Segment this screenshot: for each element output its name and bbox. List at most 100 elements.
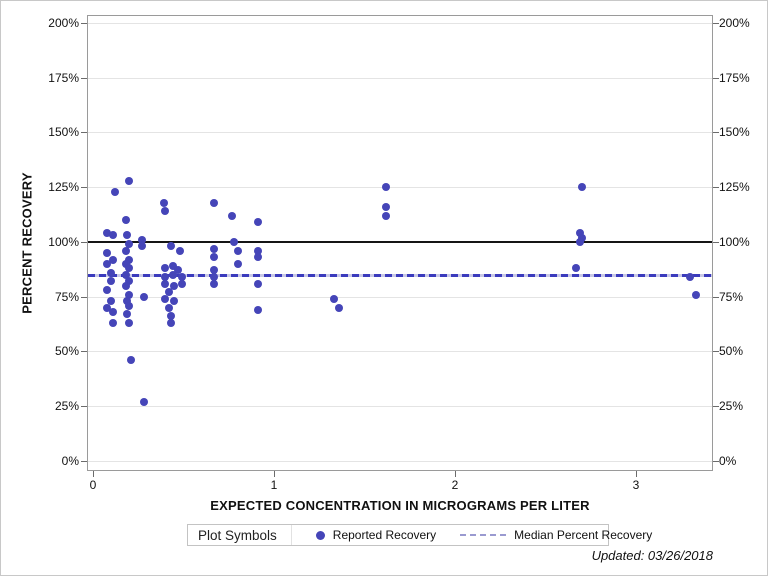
data-point bbox=[125, 277, 134, 286]
legend: Plot Symbols Reported Recovery Median Pe… bbox=[187, 524, 652, 546]
data-point bbox=[103, 303, 112, 312]
y-axis-title: PERCENT RECOVERY bbox=[19, 172, 35, 314]
y-tick-right bbox=[713, 242, 719, 243]
y-tick-left bbox=[81, 297, 87, 298]
data-point bbox=[575, 237, 584, 246]
data-point bbox=[123, 297, 132, 306]
y-tick-label: 200% bbox=[48, 16, 79, 30]
data-point bbox=[121, 281, 130, 290]
data-point bbox=[161, 273, 170, 282]
data-point bbox=[166, 242, 175, 251]
data-point bbox=[139, 397, 148, 406]
data-point bbox=[210, 198, 219, 207]
data-point bbox=[103, 229, 112, 238]
data-point bbox=[137, 235, 146, 244]
data-point bbox=[166, 312, 175, 321]
y-gridline bbox=[88, 297, 712, 298]
data-point bbox=[168, 270, 177, 279]
x-tick-label: 3 bbox=[632, 478, 640, 492]
x-tick-label: 2 bbox=[451, 478, 459, 492]
y-tick-right bbox=[713, 78, 719, 79]
data-point bbox=[175, 246, 184, 255]
data-point bbox=[166, 319, 175, 328]
data-point bbox=[159, 198, 168, 207]
x-tick-label: 0 bbox=[89, 478, 97, 492]
y-tick-left bbox=[81, 132, 87, 133]
x-tick bbox=[636, 471, 637, 477]
data-point bbox=[108, 319, 117, 328]
y-gridline bbox=[88, 406, 712, 407]
data-point bbox=[575, 229, 584, 238]
y-tick-label: 75% bbox=[54, 290, 79, 304]
data-point bbox=[572, 264, 581, 273]
y-tick-left bbox=[81, 351, 87, 352]
scatter-marker-icon bbox=[315, 530, 325, 540]
y-tick-left bbox=[81, 187, 87, 188]
legend-item-label: Reported Recovery bbox=[332, 528, 437, 542]
data-point bbox=[125, 319, 134, 328]
data-point bbox=[177, 279, 186, 288]
data-point bbox=[108, 255, 117, 264]
y-tick-label: 175% bbox=[719, 71, 750, 85]
y-tick-right bbox=[713, 406, 719, 407]
dashed-line-icon bbox=[460, 534, 507, 536]
legend-item-median-recovery: Median Percent Recovery bbox=[460, 528, 652, 542]
y-tick-left bbox=[81, 461, 87, 462]
legend-item-reported-recovery: Reported Recovery bbox=[315, 528, 437, 542]
data-point bbox=[121, 246, 130, 255]
data-point bbox=[168, 262, 177, 271]
y-tick-label: 0% bbox=[61, 454, 79, 468]
data-point bbox=[108, 308, 117, 317]
data-point bbox=[125, 264, 134, 273]
data-point bbox=[107, 268, 116, 277]
data-point bbox=[123, 231, 132, 240]
data-point bbox=[210, 273, 219, 282]
data-point bbox=[174, 266, 183, 275]
data-point bbox=[121, 259, 130, 268]
median-percent-recovery-line bbox=[88, 274, 712, 277]
data-point bbox=[161, 294, 170, 303]
data-point bbox=[329, 294, 338, 303]
y-tick-label: 125% bbox=[719, 180, 750, 194]
data-point bbox=[228, 211, 237, 220]
data-point bbox=[253, 279, 262, 288]
data-point bbox=[253, 246, 262, 255]
data-point bbox=[170, 281, 179, 290]
data-point bbox=[125, 255, 134, 264]
legend-title: Plot Symbols bbox=[188, 525, 292, 545]
y-tick-left bbox=[81, 406, 87, 407]
y-tick-label: 25% bbox=[719, 399, 744, 413]
data-point bbox=[577, 233, 586, 242]
y-tick-right bbox=[713, 187, 719, 188]
y-gridline bbox=[88, 132, 712, 133]
data-point bbox=[177, 273, 186, 282]
data-point bbox=[125, 240, 134, 249]
y-gridline bbox=[88, 187, 712, 188]
y-tick-label: 75% bbox=[719, 290, 744, 304]
plot-area bbox=[87, 15, 713, 471]
data-point bbox=[382, 211, 391, 220]
data-point bbox=[691, 290, 700, 299]
y-tick-right bbox=[713, 461, 719, 462]
data-point bbox=[210, 253, 219, 262]
data-point bbox=[382, 183, 391, 192]
data-point bbox=[125, 176, 134, 185]
y-tick-left bbox=[81, 23, 87, 24]
legend-item-label: Median Percent Recovery bbox=[514, 528, 653, 542]
y-tick-label: 125% bbox=[48, 180, 79, 194]
data-point bbox=[137, 242, 146, 251]
data-point bbox=[121, 216, 130, 225]
data-point bbox=[686, 273, 695, 282]
data-point bbox=[233, 246, 242, 255]
y-tick-label: 175% bbox=[48, 71, 79, 85]
data-point bbox=[210, 266, 219, 275]
data-point bbox=[253, 253, 262, 262]
data-point bbox=[125, 301, 134, 310]
x-tick-label: 1 bbox=[270, 478, 278, 492]
y-gridline bbox=[88, 23, 712, 24]
data-point bbox=[233, 259, 242, 268]
data-point bbox=[103, 259, 112, 268]
y-gridline bbox=[88, 351, 712, 352]
y-tick-right bbox=[713, 23, 719, 24]
